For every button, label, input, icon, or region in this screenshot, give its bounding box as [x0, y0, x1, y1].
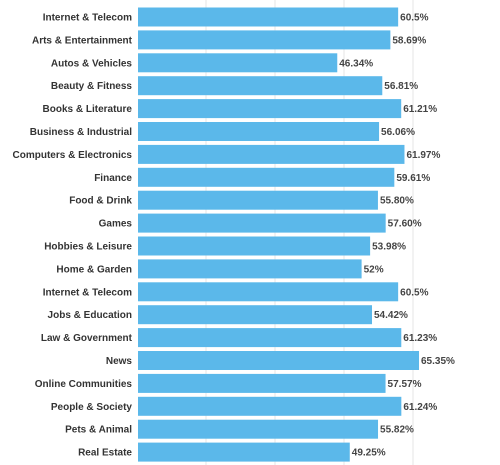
value-label-18: 55.82%: [380, 425, 414, 436]
value-label-16: 57.57%: [388, 379, 422, 390]
value-label-1: 58.69%: [392, 35, 426, 46]
bar-5: [138, 122, 380, 141]
bar-2: [138, 53, 338, 73]
bar-16: [138, 373, 386, 393]
bar-8: [138, 190, 378, 210]
category-label-2: Autos & Vehicles: [51, 58, 133, 69]
category-label-8: Food & Drink: [69, 196, 132, 207]
bar-13: [138, 305, 373, 325]
category-label-4: Books & Literature: [43, 104, 133, 115]
category-label-18: Pets & Animal: [65, 425, 132, 436]
bar-1: [138, 30, 391, 50]
bar-4: [138, 99, 402, 119]
value-label-7: 59.61%: [396, 173, 430, 184]
category-label-11: Home & Garden: [56, 264, 132, 275]
value-label-15: 65.35%: [421, 356, 455, 367]
bar-7: [138, 167, 395, 187]
category-label-3: Beauty & Fitness: [51, 81, 133, 92]
value-label-8: 55.80%: [380, 196, 414, 207]
bar-17: [138, 396, 402, 416]
bar-18: [138, 419, 379, 439]
category-label-10: Hobbies & Leisure: [44, 242, 132, 253]
category-label-9: Games: [99, 219, 133, 230]
bar-10: [138, 236, 371, 256]
category-label-13: Jobs & Education: [48, 310, 132, 321]
value-label-19: 49.25%: [352, 448, 386, 459]
category-label-19: Real Estate: [78, 448, 132, 459]
bar-19: [138, 442, 350, 462]
value-label-14: 61.23%: [403, 333, 437, 344]
value-label-3: 56.81%: [384, 81, 418, 92]
category-label-1: Arts & Entertainment: [32, 35, 133, 46]
bar-14: [138, 328, 402, 348]
value-label-4: 61.21%: [403, 104, 437, 115]
category-label-17: People & Society: [51, 402, 133, 413]
value-label-2: 46.34%: [339, 58, 373, 69]
bar-11: [138, 259, 362, 279]
value-label-5: 56.06%: [381, 127, 415, 138]
value-labels: 60.5% 58.69% 46.34% 56.81% 61.21% 56.06% 61.97…: [339, 13, 455, 459]
value-label-9: 57.60%: [388, 219, 422, 230]
value-label-13: 54.42%: [374, 310, 408, 321]
value-label-10: 53.98%: [372, 242, 406, 253]
category-label-6: Computers & Electronics: [13, 150, 133, 161]
bar-9: [138, 213, 386, 233]
value-label-0: 60.5%: [400, 13, 428, 24]
bars: [138, 7, 420, 462]
bar-3: [138, 76, 383, 96]
bar-6: [138, 144, 405, 164]
category-label-0: Internet & Telecom: [43, 13, 132, 24]
value-label-11: 52%: [364, 264, 384, 275]
category-labels: Internet & Telecom Arts & Entertainment Au…: [13, 13, 133, 459]
value-label-17: 61.24%: [403, 402, 437, 413]
value-label-12: 60.5%: [400, 287, 428, 298]
bar-0: [138, 7, 399, 27]
category-label-5: Business & Industrial: [30, 127, 132, 138]
bar-12: [138, 282, 399, 302]
category-label-14: Law & Government: [41, 333, 133, 344]
category-label-16: Online Communities: [35, 379, 133, 390]
value-label-6: 61.97%: [406, 150, 440, 161]
bar-15: [138, 351, 420, 370]
category-label-7: Finance: [94, 173, 132, 184]
category-label-12: Internet & Telecom: [43, 287, 132, 298]
category-label-15: News: [106, 356, 133, 367]
